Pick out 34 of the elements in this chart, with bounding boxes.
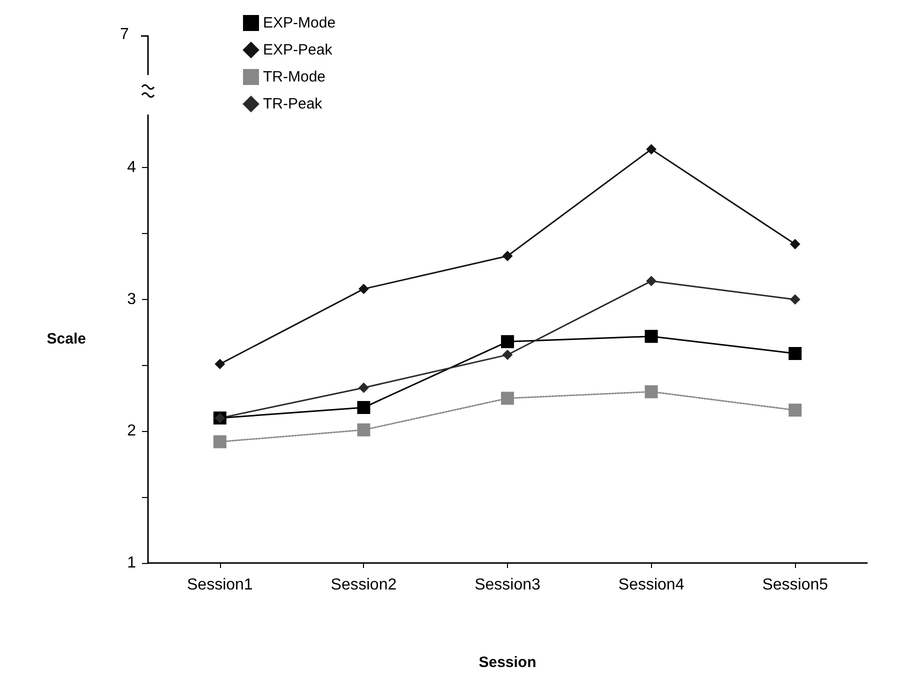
point <box>358 382 369 393</box>
point <box>790 239 800 250</box>
legend-label: TR-Mode <box>263 68 326 86</box>
legend-label: TR-Peak <box>263 96 323 112</box>
y-tick-label: 2 <box>127 422 136 440</box>
point <box>214 359 225 370</box>
point <box>501 392 514 405</box>
y-tick-label: 3 <box>127 290 136 308</box>
point <box>788 346 802 360</box>
x-tick-label: Session5 <box>762 576 828 594</box>
x-tick-label: Session3 <box>474 576 541 594</box>
point <box>646 144 656 154</box>
point <box>357 423 370 436</box>
point <box>646 276 656 286</box>
x-tick-label: Session4 <box>618 576 684 594</box>
point <box>502 350 512 360</box>
point <box>357 401 370 414</box>
y-axis-title: Scale <box>46 330 86 348</box>
x-axis-title: Session <box>478 654 536 671</box>
point <box>358 284 369 294</box>
point <box>502 250 512 261</box>
x-tick-label: Session1 <box>186 576 253 594</box>
point <box>213 435 226 448</box>
text: 7 <box>120 26 129 44</box>
legend-label: EXP-Peak <box>263 42 333 58</box>
legend-label: EXP-Mode <box>263 14 336 32</box>
y-tick-label: 4 <box>127 159 136 176</box>
point <box>644 330 658 343</box>
y-tick-label: 1 <box>127 554 136 572</box>
point <box>644 385 658 398</box>
x-tick-label: Session2 <box>330 576 397 594</box>
point <box>790 294 800 304</box>
point <box>501 335 514 348</box>
point <box>788 404 802 417</box>
